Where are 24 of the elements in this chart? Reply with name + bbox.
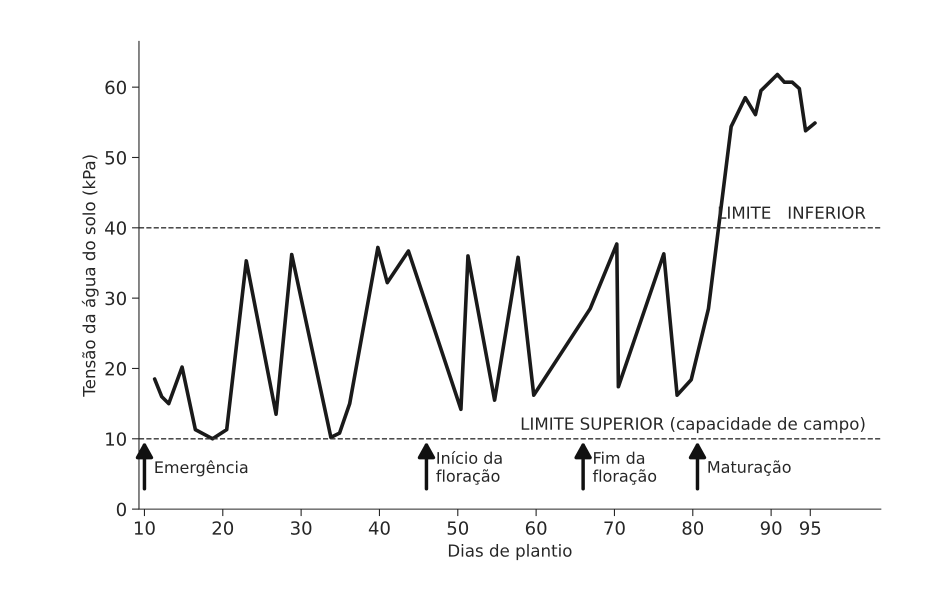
y-tick-label: 50 <box>106 150 126 165</box>
x-tick-label: 60 <box>526 521 546 535</box>
x-tick-label: 10 <box>134 521 155 535</box>
y-tick-label: 20 <box>106 362 126 376</box>
annotation: Emergência <box>155 460 248 476</box>
ref-line-label: LIMITE SUPERIOR (capacidade de campo) <box>522 417 864 434</box>
x-tick-label: 70 <box>604 521 625 535</box>
x-tick-label: 30 <box>291 521 312 535</box>
y-axis-title: Tensão da água do solo (kPa) <box>82 155 99 397</box>
annotation: Início da floração <box>436 451 502 485</box>
y-tick-label: 0 <box>116 502 126 516</box>
annotation: Fim da floração <box>592 452 656 485</box>
x-tick-label: 40 <box>368 521 390 535</box>
x-tick-label: 20 <box>212 521 234 535</box>
x-tick-label: 90 <box>760 521 782 535</box>
y-tick-label: 30 <box>106 292 126 306</box>
x-tick-label: 95 <box>800 521 820 535</box>
x-tick-label: 50 <box>448 521 468 535</box>
annotation: Maturação <box>708 460 791 476</box>
x-tick-label: 80 <box>682 521 704 535</box>
y-tick-label: 10 <box>106 432 126 446</box>
y-tick-label: 40 <box>105 221 126 235</box>
y-tick-label: 60 <box>105 80 126 94</box>
x-axis-title: Dias de plantio <box>448 544 572 560</box>
